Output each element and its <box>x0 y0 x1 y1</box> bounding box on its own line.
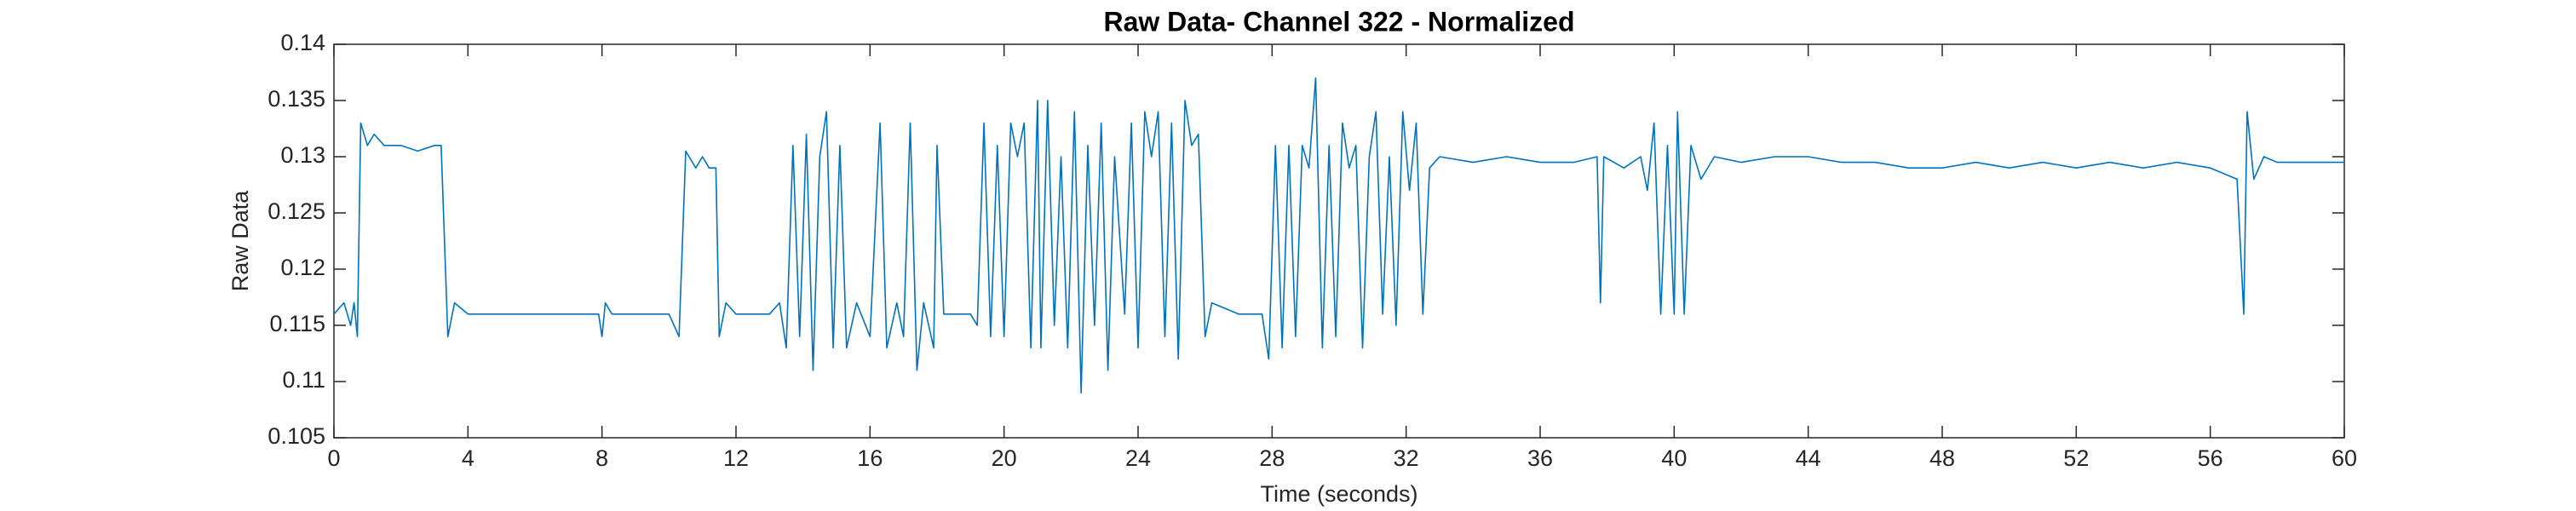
x-tick-label: 0 <box>327 445 340 471</box>
x-tick-label: 52 <box>2063 445 2089 471</box>
y-tick-label: 0.115 <box>269 311 325 336</box>
y-tick-label: 0.135 <box>267 86 325 112</box>
x-tick-label: 28 <box>1259 445 1285 471</box>
x-tick-label: 36 <box>1527 445 1553 471</box>
y-tick-label: 0.14 <box>280 30 325 55</box>
y-axis-label: Raw Data <box>227 190 253 292</box>
x-tick-label: 48 <box>1929 445 1955 471</box>
x-axis-label: Time (seconds) <box>1260 481 1417 507</box>
chart-title: Raw Data- Channel 322 - Normalized <box>1103 6 1574 37</box>
x-tick-label: 12 <box>723 445 749 471</box>
x-tick-label: 44 <box>1796 445 1821 471</box>
x-tick-label: 56 <box>2198 445 2223 471</box>
x-tick-label: 8 <box>595 445 608 471</box>
y-tick-label: 0.13 <box>280 142 325 168</box>
y-tick-label: 0.11 <box>282 367 325 393</box>
x-tick-label: 32 <box>1394 445 1419 471</box>
x-tick-label: 40 <box>1661 445 1687 471</box>
x-tick-label: 16 <box>857 445 883 471</box>
y-tick-label: 0.125 <box>267 198 325 224</box>
x-tick-label: 60 <box>2332 445 2357 471</box>
y-tick-label: 0.12 <box>280 255 325 280</box>
y-tick-label: 0.105 <box>267 423 325 449</box>
data-line <box>333 77 2344 393</box>
x-tick-label: 24 <box>1125 445 1151 471</box>
x-tick-label: 4 <box>462 445 474 471</box>
axes-box <box>333 43 2345 439</box>
x-tick-label: 20 <box>992 445 1017 471</box>
